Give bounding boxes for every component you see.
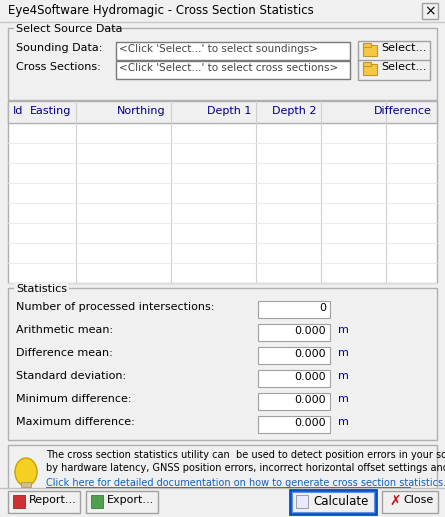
Bar xyxy=(8,288,437,440)
Bar xyxy=(258,347,330,364)
Text: Select...: Select... xyxy=(381,62,426,72)
Ellipse shape xyxy=(15,458,37,486)
Bar xyxy=(363,62,371,66)
Text: Maximum difference:: Maximum difference: xyxy=(16,417,135,427)
Bar xyxy=(14,23,104,33)
Text: 0.000: 0.000 xyxy=(295,349,326,359)
Text: Easting: Easting xyxy=(30,106,71,116)
Text: Number of processed intersections:: Number of processed intersections: xyxy=(16,302,214,312)
Bar xyxy=(8,445,437,503)
Bar xyxy=(258,301,330,318)
Text: m: m xyxy=(338,348,349,358)
Bar xyxy=(290,490,376,514)
Text: Difference: Difference xyxy=(374,106,432,116)
Text: 0: 0 xyxy=(319,303,326,313)
Bar xyxy=(363,64,377,75)
Text: by hardware latency, GNSS position errors, incorrect horizontal offset settings : by hardware latency, GNSS position error… xyxy=(46,463,445,473)
Bar xyxy=(0,0,445,22)
Bar xyxy=(8,491,80,513)
Text: Close: Close xyxy=(403,495,433,505)
Text: Statistics: Statistics xyxy=(16,284,67,294)
Text: Click here for detailed documentation on how to generate cross section statistic: Click here for detailed documentation on… xyxy=(46,478,445,488)
Text: m: m xyxy=(338,394,349,404)
Text: Export...: Export... xyxy=(107,495,154,505)
Text: ✗: ✗ xyxy=(389,494,400,508)
Bar xyxy=(86,491,158,513)
Text: m: m xyxy=(338,325,349,335)
Text: Report...: Report... xyxy=(29,495,77,505)
Text: Select Source Data: Select Source Data xyxy=(16,24,122,34)
Bar xyxy=(358,60,430,80)
Bar xyxy=(382,491,438,513)
Text: m: m xyxy=(338,417,349,427)
Bar xyxy=(8,101,437,123)
Text: Id: Id xyxy=(13,106,24,116)
Bar xyxy=(258,416,330,433)
Text: Cross Sections:: Cross Sections: xyxy=(16,62,101,72)
Bar xyxy=(13,495,25,508)
Bar xyxy=(116,61,350,79)
Bar xyxy=(363,45,377,56)
Bar xyxy=(91,495,103,508)
Bar xyxy=(14,283,69,293)
Bar xyxy=(258,324,330,341)
Bar xyxy=(116,42,350,60)
Bar xyxy=(358,41,430,61)
Bar xyxy=(258,370,330,387)
Text: 0.000: 0.000 xyxy=(295,326,326,336)
Text: <Click 'Select...' to select soundings>: <Click 'Select...' to select soundings> xyxy=(119,44,318,54)
Text: 0.000: 0.000 xyxy=(295,372,326,382)
Bar xyxy=(8,28,437,100)
Text: 0.000: 0.000 xyxy=(295,418,326,428)
Bar xyxy=(258,393,330,410)
Bar xyxy=(8,101,437,283)
Text: Northing: Northing xyxy=(117,106,166,116)
Text: Minimum difference:: Minimum difference: xyxy=(16,394,132,404)
Text: Calculate: Calculate xyxy=(313,495,368,508)
Text: Depth 1: Depth 1 xyxy=(206,106,251,116)
Text: Difference mean:: Difference mean: xyxy=(16,348,113,358)
Bar xyxy=(21,482,31,487)
Text: Arithmetic mean:: Arithmetic mean: xyxy=(16,325,113,335)
Text: Standard deviation:: Standard deviation: xyxy=(16,371,126,381)
Text: Depth 2: Depth 2 xyxy=(271,106,316,116)
Bar xyxy=(292,492,374,512)
Text: The cross section statistics utility can  be used to detect position errors in y: The cross section statistics utility can… xyxy=(46,450,445,460)
Text: Eye4Software Hydromagic - Cross Section Statistics: Eye4Software Hydromagic - Cross Section … xyxy=(8,4,314,17)
Bar xyxy=(363,43,371,47)
Bar xyxy=(296,495,308,508)
Text: Select...: Select... xyxy=(381,43,426,53)
Text: ×: × xyxy=(424,4,436,18)
Bar xyxy=(422,3,438,19)
Bar xyxy=(0,488,445,517)
Text: m: m xyxy=(338,371,349,381)
Text: 0.000: 0.000 xyxy=(295,395,326,405)
Text: Sounding Data:: Sounding Data: xyxy=(16,43,102,53)
Text: <Click 'Select...' to select cross sections>: <Click 'Select...' to select cross secti… xyxy=(119,63,338,73)
